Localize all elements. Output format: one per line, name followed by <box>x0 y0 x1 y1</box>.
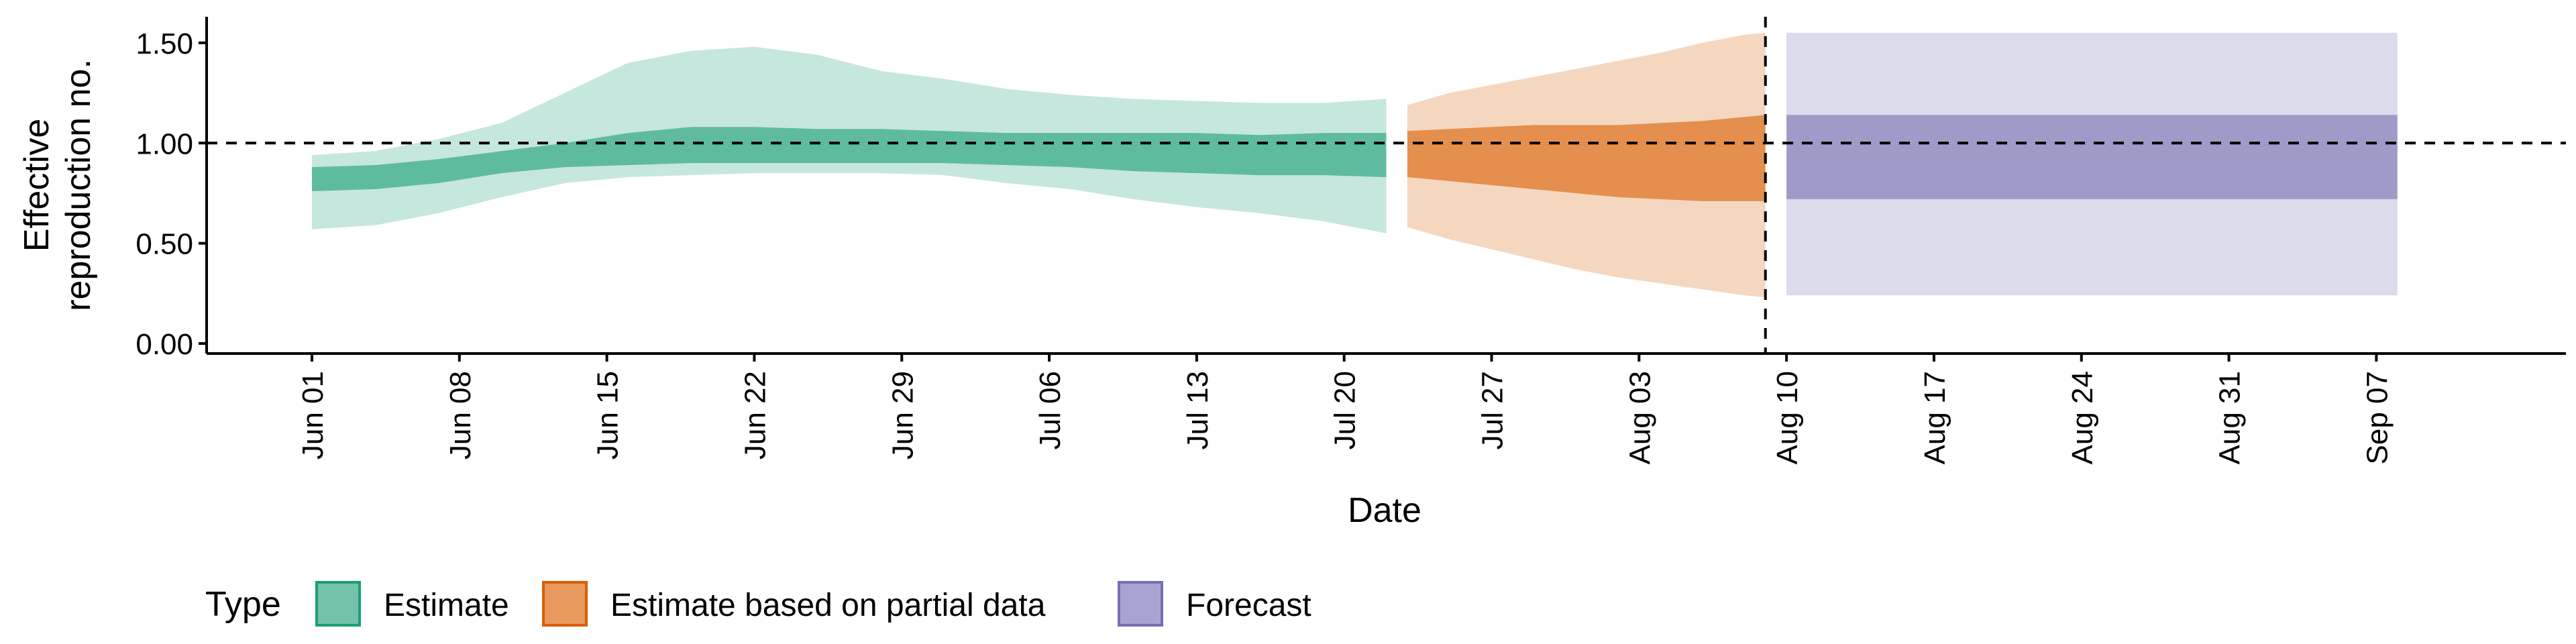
x-tick-label: Jun 22 <box>739 371 771 460</box>
x-tick-label: Jul 06 <box>1034 371 1067 449</box>
x-tick-label: Aug 31 <box>2214 371 2247 464</box>
y-tick-label: 0.50 <box>136 228 193 261</box>
x-tick-label: Jul 20 <box>1329 371 1362 449</box>
y-tick-label: 1.50 <box>136 28 193 60</box>
x-tick-label: Aug 10 <box>1771 371 1804 464</box>
x-tick-label: Jul 27 <box>1477 371 1509 449</box>
x-tick-label: Jun 01 <box>297 371 329 460</box>
x-tick-label: Jun 15 <box>592 371 625 460</box>
x-tick-label: Sep 07 <box>2361 371 2394 464</box>
x-tick-label: Aug 17 <box>1919 371 1951 464</box>
legend: Type Estimate Estimate based on partial da… <box>205 581 1311 627</box>
legend-label: Estimate <box>384 588 509 623</box>
y-axis-title: Effective reproduction no. <box>17 59 98 311</box>
legend-title: Type <box>205 585 281 624</box>
x-tick-label: Jul 13 <box>1181 371 1214 449</box>
x-tick-label: Jun 29 <box>886 371 919 460</box>
band-inner-estimate-based-on-partial-data <box>1407 115 1766 201</box>
reference-lines <box>207 17 2566 354</box>
axes: 0.00 0.50 1.00 1.50 Jun 01 Jun 08 Jun 15 Jun 22… <box>136 17 2566 464</box>
x-tick-label: Aug 24 <box>2066 371 2099 464</box>
band-inner-forecast <box>1786 115 2398 199</box>
legend-label: Forecast <box>1186 588 1311 623</box>
legend-swatch <box>542 581 588 627</box>
x-tick-label: Jun 08 <box>444 371 477 460</box>
band-layer <box>312 32 2398 298</box>
x-axis-title: Date <box>1348 491 1421 530</box>
y-axis-title-line: Effective <box>17 119 56 252</box>
y-tick-label: 1.00 <box>136 127 193 160</box>
x-tick-label: Aug 03 <box>1623 371 1656 464</box>
legend-swatch <box>315 581 361 627</box>
y-axis-title-line: reproduction no. <box>59 59 98 311</box>
legend-label: Estimate based on partial data <box>610 588 1046 623</box>
y-tick-label: 0.00 <box>136 328 193 361</box>
legend-swatch <box>1118 581 1163 627</box>
